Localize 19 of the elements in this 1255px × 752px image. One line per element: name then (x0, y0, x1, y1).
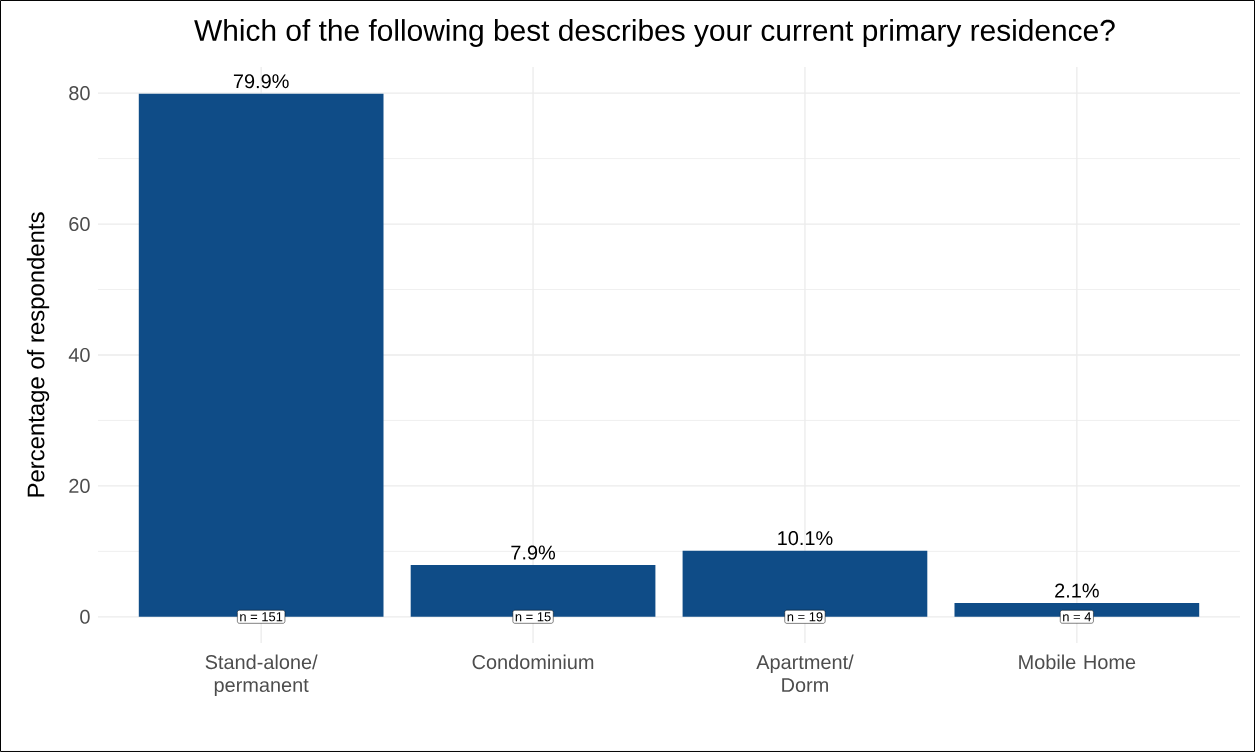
x-tick-label: Mobile Home (1019, 654, 1136, 670)
y-axis-title: Percentage of respondents (26, 212, 50, 497)
y-tick-label: 20 (69, 478, 90, 493)
y-tick-label: 80 (69, 86, 90, 101)
y-tick-label: 60 (69, 217, 90, 232)
data-label: 2.1% (1055, 583, 1099, 598)
data-label: 7.9% (511, 545, 556, 560)
data-label: 79.9% (233, 74, 289, 89)
annotation: n = 151 (240, 612, 283, 622)
x-tick-label: Apartment/ Dorm (756, 654, 854, 693)
annotation: n = 19 (787, 612, 823, 622)
annotation: n = 15 (515, 612, 551, 622)
x-tick-label: Stand-alone/ permanent (205, 654, 318, 696)
y-tick-label: 40 (68, 347, 90, 363)
annotation: n = 4 (1063, 612, 1092, 622)
data-label: 10.1% (778, 531, 833, 546)
chart-title: Which of the following best describes your current primary residence? (194, 19, 1115, 47)
x-tick-label: Condominium (472, 654, 594, 670)
y-tick-label: 0 (80, 609, 90, 624)
